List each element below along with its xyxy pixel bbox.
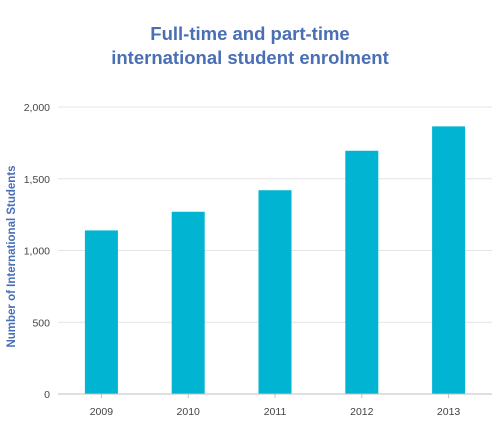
- chart-title: Full-time and part-time international st…: [0, 22, 500, 70]
- axes: 0 500 1,000 1,500 2,000 2009 2010 2011 2012 2013: [24, 102, 492, 418]
- bar-2013: [432, 126, 466, 394]
- x-tick-label-2013: 2013: [437, 406, 461, 418]
- x-tick-label-2012: 2012: [350, 406, 374, 418]
- x-tick-label-2009: 2009: [90, 406, 114, 418]
- bar-2009: [84, 230, 118, 394]
- chart-title-line-1: Full-time and part-time: [150, 23, 350, 44]
- bars: [84, 126, 466, 394]
- y-tick-label: 2,000: [24, 102, 50, 114]
- y-tick-label: 0: [44, 389, 50, 401]
- y-axis-label: Number of International Students: [6, 165, 18, 347]
- x-tick-label-2010: 2010: [177, 406, 201, 418]
- chart-title-line-2: international student enrolment: [111, 47, 389, 68]
- y-tick-label: 1,500: [24, 174, 50, 186]
- bar-2011: [258, 190, 292, 394]
- bar-2012: [345, 150, 379, 394]
- y-tick-label: 500: [32, 317, 50, 329]
- bar-2010: [171, 211, 205, 394]
- y-tick-label: 1,000: [24, 246, 50, 258]
- x-tick-label-2011: 2011: [264, 406, 287, 418]
